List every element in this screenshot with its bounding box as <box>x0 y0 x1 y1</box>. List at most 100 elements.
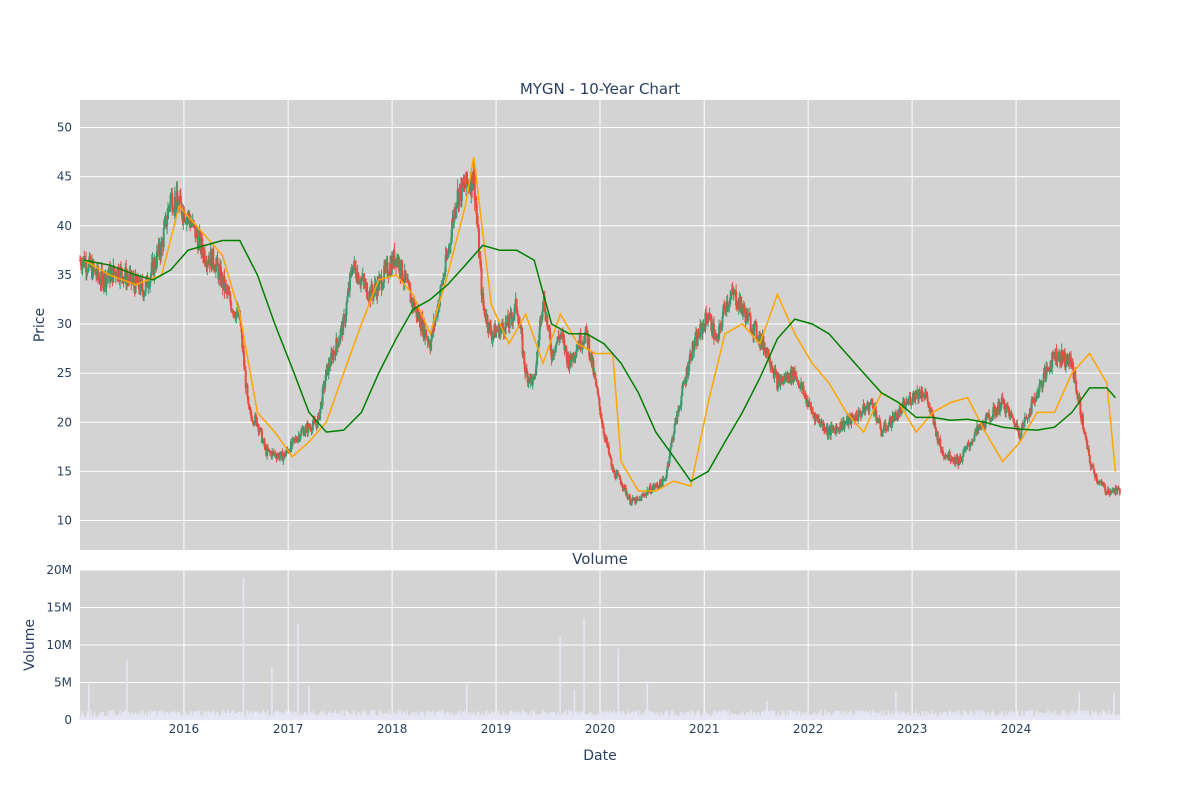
volume-bar <box>589 712 591 720</box>
volume-bar <box>982 710 984 720</box>
candle-body <box>1095 475 1098 481</box>
volume-bar <box>852 715 854 720</box>
volume-bar <box>1055 714 1058 720</box>
candle-body <box>367 299 370 301</box>
volume-bar <box>373 714 375 720</box>
candle-body <box>214 263 217 272</box>
candle-body <box>84 260 87 273</box>
candle-body <box>957 457 960 466</box>
candle-body <box>276 455 279 459</box>
candle-body <box>865 407 868 409</box>
volume-bar <box>374 714 377 720</box>
volume-bar <box>221 710 224 720</box>
volume-bar <box>749 711 752 720</box>
candle-body <box>912 393 915 399</box>
volume-bar <box>665 711 667 720</box>
candle-body <box>1078 398 1081 402</box>
candle-body <box>101 269 104 274</box>
volume-bar <box>790 710 793 720</box>
volume-bar <box>1053 715 1055 720</box>
volume-bar <box>399 710 402 720</box>
volume-spike-bar <box>271 667 273 720</box>
volume-bar <box>447 715 449 720</box>
volume-bar <box>196 713 198 720</box>
candle-body <box>1024 416 1027 418</box>
volume-bar <box>953 714 955 720</box>
volume-bar <box>338 714 340 720</box>
candle-body <box>448 244 451 246</box>
volume-bar <box>410 715 413 720</box>
candle-body <box>1087 448 1090 456</box>
candle-body <box>132 277 135 285</box>
candle-body <box>335 338 338 356</box>
volume-bar <box>344 709 347 720</box>
candle-body <box>381 287 384 290</box>
candle-body <box>1100 481 1103 484</box>
volume-bar <box>748 712 750 720</box>
volume-bar <box>1015 716 1018 720</box>
volume-bar <box>1109 716 1112 720</box>
candle-body <box>464 187 467 189</box>
volume-bar <box>450 714 452 720</box>
volume-bar <box>442 710 444 720</box>
volume-bar <box>761 711 763 720</box>
volume-bar <box>660 711 662 720</box>
volume-bar <box>543 711 545 720</box>
volume-bar <box>605 713 607 720</box>
volume-bar <box>720 712 722 720</box>
volume-bar <box>264 712 267 720</box>
volume-bar <box>278 716 280 720</box>
volume-bar <box>752 713 754 720</box>
volume-bar <box>452 716 455 720</box>
volume-bar <box>369 711 372 720</box>
volume-bar <box>262 710 265 720</box>
candle-body <box>814 414 817 422</box>
candle-body <box>861 410 864 414</box>
volume-bar <box>1071 710 1073 720</box>
volume-bar <box>256 711 258 720</box>
volume-bar <box>1001 711 1004 720</box>
candle-body <box>899 407 902 409</box>
volume-bar <box>620 710 622 720</box>
candle-body <box>1092 464 1095 469</box>
volume-bar <box>119 710 121 720</box>
candle-body <box>795 376 798 381</box>
volume-bar <box>846 715 848 720</box>
volume-bar <box>363 712 366 720</box>
volume-spike-bar <box>1078 691 1081 720</box>
candle-body <box>413 301 416 311</box>
volume-bar <box>140 715 143 720</box>
volume-bar <box>1087 710 1089 720</box>
volume-bar <box>1039 712 1041 720</box>
volume-bar <box>424 716 426 720</box>
candle-body <box>460 179 463 201</box>
volume-spike-bar <box>126 660 128 720</box>
volume-bar <box>801 711 803 720</box>
volume-bar <box>125 714 127 720</box>
volume-bar <box>966 714 969 720</box>
volume-bar <box>890 716 893 720</box>
volume-bar <box>159 712 162 720</box>
candle-body <box>240 325 243 333</box>
candle-body <box>626 494 629 500</box>
volume-bar <box>287 714 290 720</box>
volume-bar <box>523 712 525 720</box>
candle-body <box>271 451 274 457</box>
volume-bar <box>934 713 936 720</box>
volume-bar <box>499 715 502 720</box>
volume-bar <box>192 715 194 720</box>
volume-bar <box>767 712 770 720</box>
volume-bar <box>891 710 894 720</box>
volume-bar <box>757 714 760 720</box>
volume-bar <box>333 712 335 720</box>
volume-bar <box>1019 715 1021 720</box>
candle-body <box>432 320 435 332</box>
candle-body <box>284 453 287 457</box>
volume-bar <box>922 711 924 720</box>
volume-bar <box>913 714 916 720</box>
candle-body <box>969 444 972 448</box>
candle-body <box>1012 418 1015 424</box>
volume-bar <box>1043 715 1046 720</box>
volume-bar <box>586 715 589 720</box>
volume-bar <box>175 716 178 720</box>
